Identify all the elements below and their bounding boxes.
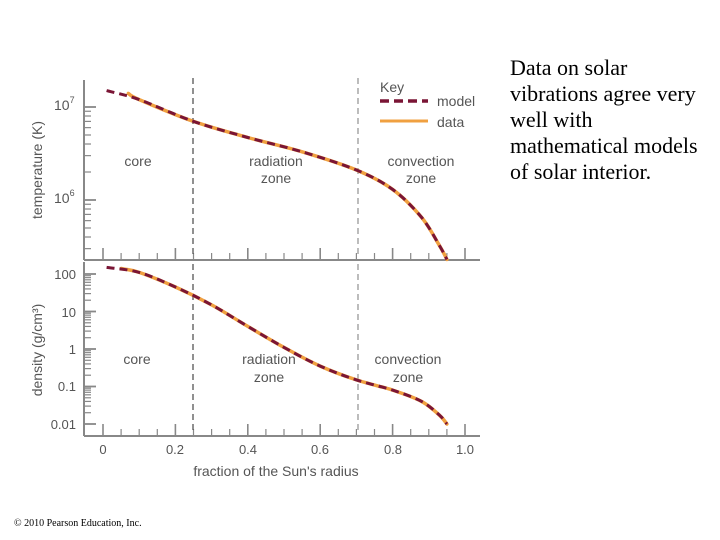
core-label-top: core — [124, 153, 151, 169]
x-tick-label-0.6: 0.6 — [311, 442, 329, 457]
legend-title: Key — [380, 79, 404, 95]
x-tick-label-0: 0 — [99, 442, 106, 457]
legend: Key model data — [380, 79, 475, 130]
core-label-bottom: core — [123, 351, 150, 367]
density-tick-label-1: 1 — [69, 342, 76, 357]
x-axis-label: fraction of the Sun's radius — [193, 463, 358, 479]
density-tick-label-0.1: 0.1 — [58, 379, 76, 394]
legend-data-label: data — [437, 114, 464, 130]
temperature-model-line — [106, 89, 449, 261]
temperature-x-ticks — [102, 248, 466, 260]
x-tick-label-1.0: 1.0 — [456, 442, 474, 457]
radiation-zone-label-bottom: zone — [254, 369, 285, 385]
caption-text: Data on solar vibrations agree very well… — [510, 55, 698, 184]
density-y-minor-ticks — [84, 273, 96, 425]
radiation-label-top: radiation — [249, 153, 303, 169]
density-tick-label-100: 100 — [54, 267, 76, 282]
x-tick-label-0.2: 0.2 — [166, 442, 184, 457]
density-y-label: density (g/cm³) — [29, 304, 45, 397]
convection-label-bottom: convection — [375, 351, 442, 367]
density-x-ticks — [102, 424, 466, 436]
radiation-label-bottom: radiation — [242, 351, 296, 367]
temperature-tick-label-1e6: 106 — [54, 188, 75, 206]
density-tick-label-0.01: 0.01 — [51, 417, 76, 432]
x-tick-label-0.4: 0.4 — [239, 442, 257, 457]
temperature-y-minor-ticks — [84, 106, 96, 250]
temperature-tick-label-1e7: 107 — [54, 95, 75, 113]
x-tick-label-0.8: 0.8 — [384, 442, 402, 457]
copyright-text: © 2010 Pearson Education, Inc. — [14, 518, 142, 529]
density-panel: density (g/cm³) 100 10 1 0.1 0.01 core r… — [29, 262, 480, 479]
density-tick-label-10: 10 — [62, 305, 76, 320]
convection-zone-label-top: zone — [406, 170, 437, 186]
legend-model-label: model — [437, 93, 475, 109]
density-model-line — [106, 265, 449, 425]
convection-zone-label-bottom: zone — [393, 369, 424, 385]
radiation-zone-label-top: zone — [261, 170, 292, 186]
temperature-y-label: temperature (K) — [29, 121, 45, 219]
temperature-panel: temperature (K) 107 106 core radiation z… — [29, 78, 480, 262]
convection-label-top: convection — [388, 153, 455, 169]
